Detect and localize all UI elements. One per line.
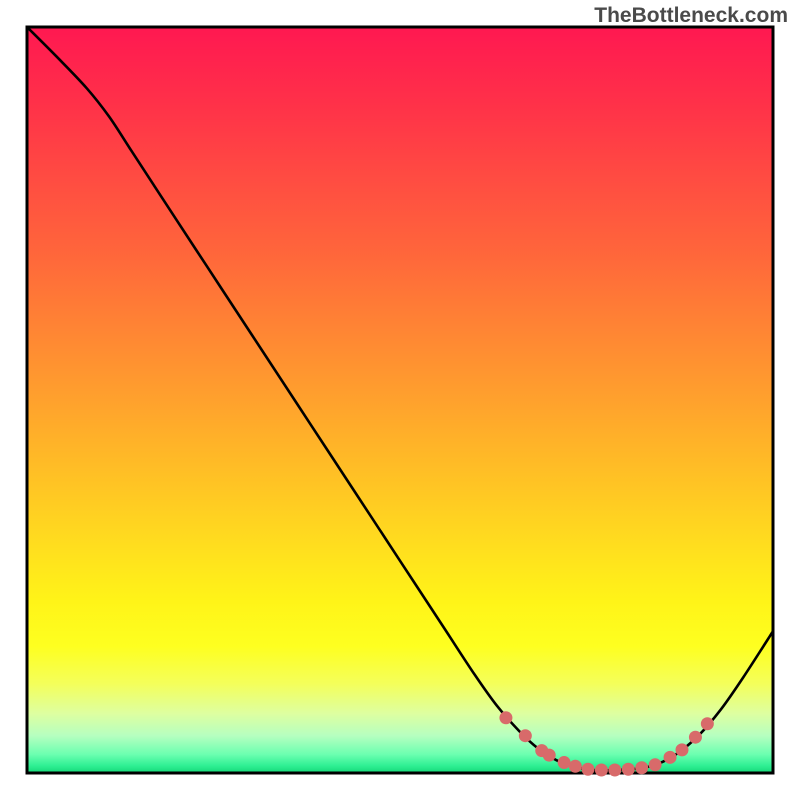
bottleneck-chart xyxy=(0,0,800,800)
sweet-spot-marker xyxy=(635,761,648,774)
sweet-spot-marker xyxy=(595,764,608,777)
sweet-spot-marker xyxy=(664,751,677,764)
sweet-spot-marker xyxy=(519,729,532,742)
sweet-spot-marker xyxy=(649,758,662,771)
sweet-spot-marker xyxy=(581,763,594,776)
sweet-spot-marker xyxy=(499,711,512,724)
sweet-spot-marker xyxy=(608,764,621,777)
sweet-spot-marker xyxy=(622,763,635,776)
sweet-spot-marker xyxy=(543,749,556,762)
sweet-spot-marker xyxy=(689,731,702,744)
chart-container: { "attribution": { "text": "TheBottlenec… xyxy=(0,0,800,800)
sweet-spot-marker xyxy=(675,743,688,756)
gradient-background xyxy=(27,27,773,773)
sweet-spot-marker xyxy=(701,717,714,730)
sweet-spot-marker xyxy=(558,756,571,769)
sweet-spot-marker xyxy=(569,760,582,773)
